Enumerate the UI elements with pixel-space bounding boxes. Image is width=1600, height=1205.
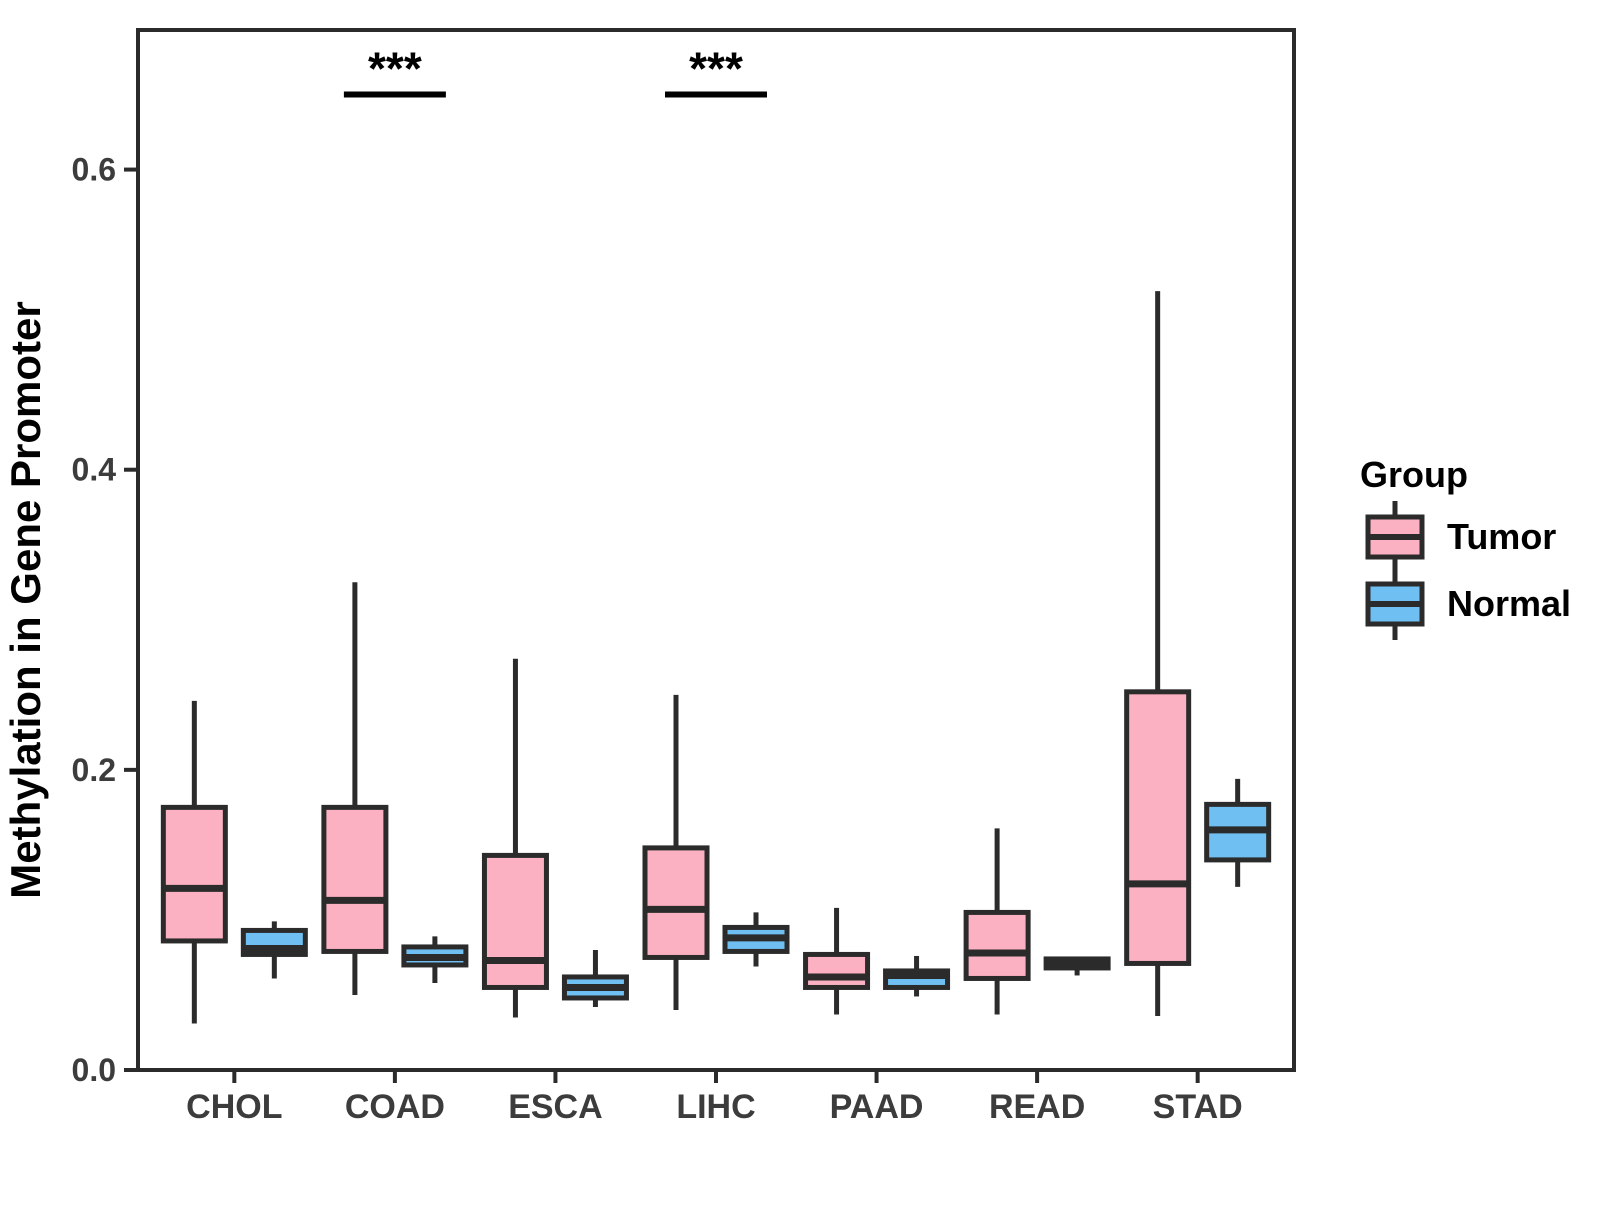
x-tick-label-STAD: STAD xyxy=(1153,1088,1243,1126)
box-COAD-Normal xyxy=(401,936,469,983)
legend-label-tumor: Tumor xyxy=(1447,516,1556,557)
x-tick-label-READ: READ xyxy=(989,1088,1085,1126)
iqr-box xyxy=(160,804,228,944)
x-tick-label-COAD: COAD xyxy=(345,1088,445,1126)
significance-stars-COAD: *** xyxy=(368,43,422,95)
box-ESCA-Tumor xyxy=(481,658,549,1018)
x-tick-label-CHOL: CHOL xyxy=(186,1088,282,1126)
x-tick-label-ESCA: ESCA xyxy=(508,1088,602,1126)
legend-entry-tumor: Tumor xyxy=(1365,501,1556,573)
legend: Group Tumor Normal xyxy=(1360,454,1571,640)
legend-title: Group xyxy=(1360,454,1468,495)
iqr-box xyxy=(963,909,1031,981)
boxplot-layer xyxy=(160,291,1272,1024)
iqr-box xyxy=(803,951,871,990)
y-tick-label: 0.4 xyxy=(72,452,117,488)
box-STAD-Normal xyxy=(1204,778,1272,887)
significance-stars-LIHC: *** xyxy=(689,43,743,95)
y-axis-ticks: 0.0 0.2 0.4 0.6 xyxy=(72,152,138,1088)
iqr-box xyxy=(642,845,710,960)
plot-panel-border xyxy=(136,28,1296,1072)
y-tick-label: 0.2 xyxy=(72,752,116,788)
box-LIHC-Tumor xyxy=(642,694,710,1010)
y-tick-label: 0.0 xyxy=(72,1052,116,1088)
y-tick-label: 0.6 xyxy=(72,152,116,188)
iqr-box xyxy=(481,852,549,990)
y-axis-title: Methylation in Gene Promoter xyxy=(2,301,49,898)
box-READ-Tumor xyxy=(963,828,1031,1015)
box-STAD-Tumor xyxy=(1124,291,1192,1016)
box-CHOL-Normal xyxy=(240,921,308,979)
iqr-box xyxy=(321,804,389,954)
x-tick-label-LIHC: LIHC xyxy=(676,1088,755,1126)
box-PAAD-Normal xyxy=(883,955,951,997)
legend-entry-normal: Normal xyxy=(1365,568,1571,640)
x-axis-ticks: CHOL COAD ESCA LIHC PAAD READ STAD xyxy=(186,1070,1243,1126)
box-COAD-Tumor xyxy=(321,582,389,995)
significance-annotations: *** *** xyxy=(343,43,767,98)
iqr-box xyxy=(1124,689,1192,966)
box-LIHC-Normal xyxy=(722,912,790,967)
x-tick-label-PAAD: PAAD xyxy=(830,1088,924,1126)
box-CHOL-Tumor xyxy=(160,700,228,1024)
box-PAAD-Tumor xyxy=(803,907,871,1015)
legend-label-normal: Normal xyxy=(1447,583,1571,624)
box-ESCA-Normal xyxy=(561,949,629,1007)
box-READ-Normal xyxy=(1043,956,1111,976)
